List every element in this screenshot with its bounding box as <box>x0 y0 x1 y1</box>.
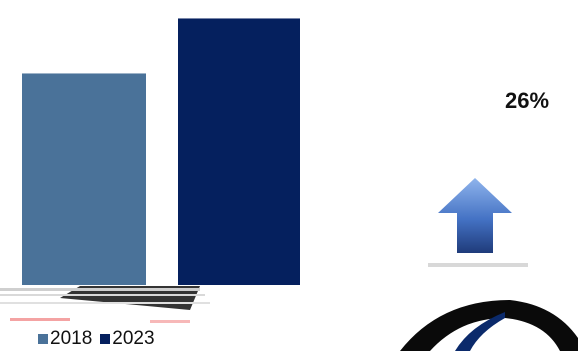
legend-item-2018: 2018 <box>38 328 92 350</box>
floor-stripe-red <box>10 318 70 321</box>
legend-swatch-2018 <box>38 334 48 344</box>
legend-swatch-2023 <box>100 334 111 344</box>
floor-stripe-red <box>150 320 190 323</box>
bars-group <box>22 18 300 285</box>
floor-stripe <box>0 294 205 296</box>
logo-icon <box>400 300 578 351</box>
legend: 2018 2023 <box>38 328 163 350</box>
legend-label-2023: 2023 <box>112 328 155 349</box>
bar-2023 <box>178 18 300 285</box>
floor-stripe <box>0 288 200 291</box>
up-arrow-icon <box>428 178 528 267</box>
legend-label-2018: 2018 <box>50 328 93 349</box>
bar-2018 <box>22 73 146 285</box>
floor-stripe <box>0 302 210 304</box>
percent-change-label: 26% <box>505 88 550 113</box>
legend-item-2023: 2023 <box>100 328 155 350</box>
